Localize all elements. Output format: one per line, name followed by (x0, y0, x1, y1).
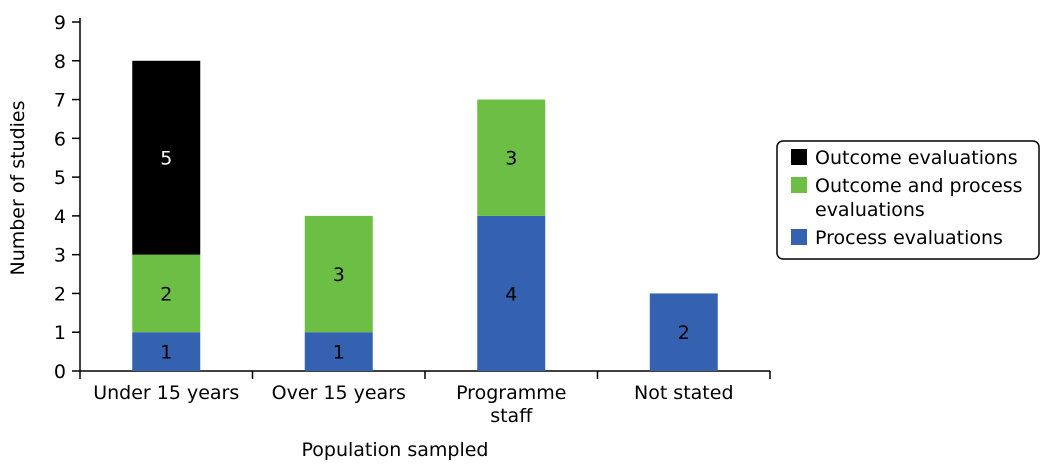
y-tick-label: 5 (54, 167, 66, 189)
bars: 1 2 5 1 3 4 3 2 (132, 60, 718, 371)
x-tick-label: Over 15 years (272, 382, 406, 404)
y-tick-label: 7 (54, 90, 66, 112)
y-axis-title: Number of studies (7, 100, 29, 275)
data-label: 2 (678, 322, 690, 344)
y-tick-label: 3 (54, 245, 66, 267)
data-label: 3 (333, 264, 345, 286)
legend-swatch (791, 229, 807, 245)
data-label: 3 (505, 148, 517, 170)
legend: Outcome evaluations Outcome and process ev… (776, 140, 1040, 260)
y-tick-label: 6 (54, 128, 66, 150)
y-tick-label: 2 (54, 283, 66, 305)
data-label: 2 (160, 283, 172, 305)
legend-label: Outcome and process evaluations (815, 175, 1023, 221)
bar-segment (132, 254, 201, 333)
y-tick-label: 1 (54, 322, 66, 344)
y-tick-label: 0 (54, 361, 66, 383)
legend-swatch (791, 149, 807, 165)
bar-segment (649, 293, 718, 371)
x-axis: Under 15 years Over 15 years Programme staf… (79, 370, 771, 427)
bar-segment (304, 332, 373, 371)
x-tick-label: Programme staff (456, 382, 566, 427)
data-label: 1 (333, 342, 345, 364)
bar-segment (477, 99, 546, 216)
legend-label: Outcome evaluations (815, 147, 1018, 169)
legend-box (776, 140, 1040, 260)
x-tick-label: Under 15 years (93, 382, 239, 404)
legend-swatch (791, 177, 807, 193)
data-label: 5 (160, 148, 172, 170)
y-tick-label: 9 (54, 12, 66, 34)
data-label: 1 (160, 342, 172, 364)
bar-segment (477, 215, 546, 371)
x-axis-title: Population sampled (301, 439, 488, 461)
bar-segment (304, 215, 373, 333)
data-label: 4 (505, 283, 517, 305)
y-tick-label: 8 (54, 51, 66, 73)
y-tick-label: 4 (54, 206, 66, 228)
y-axis: 0 1 2 3 4 5 6 7 8 9 (54, 12, 81, 383)
x-tick-label: Not stated (634, 382, 734, 404)
legend-label: Process evaluations (815, 227, 1003, 249)
bar-segment (132, 60, 201, 255)
bar-segment (132, 332, 201, 371)
